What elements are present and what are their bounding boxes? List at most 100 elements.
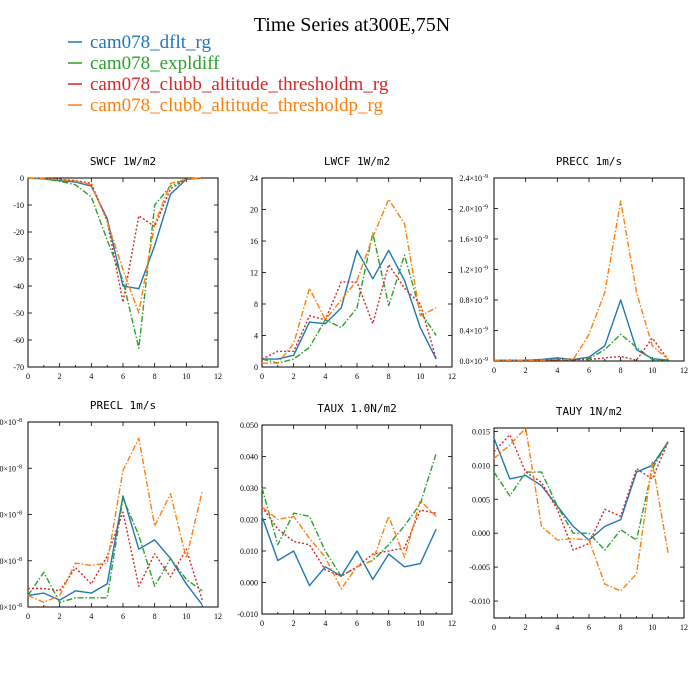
x-tick-label: 8 xyxy=(387,372,391,381)
y-tick-label: 4 xyxy=(254,332,258,341)
series-line-cam078_clubb_altitude_thresholdm_rg xyxy=(28,511,203,601)
series-line-cam078_expldiff xyxy=(261,453,437,577)
x-tick-label: 2 xyxy=(58,612,62,621)
chart-panel: PRECC 1m/s0 2 4 6 8 10 120.0×10 -90.4×10 -90.8×1… xyxy=(459,155,688,375)
y-tick-label: 8 xyxy=(254,300,258,309)
y-tick-label: 0.000 xyxy=(472,529,490,538)
x-tick-label: 12 xyxy=(448,619,456,628)
y-tick-label: 0 xyxy=(20,174,24,183)
x-tick-label: 12 xyxy=(214,612,222,621)
y-tick-label: 0.0×10 xyxy=(459,357,482,366)
y-tick-label: 1.2×10 xyxy=(459,266,482,275)
x-tick-label: 4 xyxy=(555,366,559,375)
legend-entry: cam078_dflt_rg xyxy=(90,32,212,53)
series-line-cam078_dflt_rg xyxy=(493,437,669,541)
x-tick-label: 8 xyxy=(619,366,623,375)
panel-title: TAUX 1.0N/m2 xyxy=(317,402,396,415)
series-line-cam078_clubb_altitude_thresholdm_rg xyxy=(493,434,669,551)
y-tick-exponent: -8 xyxy=(17,511,22,517)
panel-title: PRECL 1m/s xyxy=(90,399,156,412)
series-line-cam078_clubb_altitude_thresholdp_rg xyxy=(494,200,669,361)
panel-title: SWCF 1W/m2 xyxy=(90,155,156,168)
panel-title: LWCF 1W/m2 xyxy=(324,155,390,168)
x-tick-label: 8 xyxy=(387,619,391,628)
y-tick-label: 0.4×10 xyxy=(459,327,482,336)
series-line-cam078_clubb_altitude_thresholdp_rg xyxy=(261,499,437,590)
y-tick-label: -0.005 xyxy=(469,563,490,572)
x-tick-label: 0 xyxy=(260,619,264,628)
x-tick-label: 8 xyxy=(619,623,623,632)
chart-panel: SWCF 1W/m2 0 2 4 6 8 10 12 0 -10 -20 -30 -40 -50 -60 -7… xyxy=(13,155,222,381)
plot-frame xyxy=(27,421,219,608)
x-tick-label: 12 xyxy=(680,623,688,632)
y-tick-label: 16 xyxy=(250,237,258,246)
y-tick-label: 0.000 xyxy=(240,579,258,588)
y-tick-label: 0.030 xyxy=(240,484,258,493)
x-tick-label: 0 xyxy=(260,372,264,381)
series-line-cam078_expldiff xyxy=(493,441,669,551)
y-tick-label: -60 xyxy=(13,336,24,345)
x-tick-label: 0 xyxy=(26,372,30,381)
series-line-cam078_clubb_altitude_thresholdp_rg xyxy=(262,198,437,364)
panel-title: PRECC 1m/s xyxy=(556,155,622,168)
x-tick-label: 0 xyxy=(492,366,496,375)
x-tick-label: 10 xyxy=(182,372,190,381)
figure-title: Time Series at300E,75N xyxy=(254,14,450,36)
y-tick-label: 0.8×10 xyxy=(459,296,482,305)
series-line-cam078_dflt_rg xyxy=(27,177,203,290)
series-line-cam078_expldiff xyxy=(27,177,203,349)
series-line-cam078_clubb_altitude_thresholdp_rg xyxy=(27,177,203,314)
y-tick-label: 2.0×10 xyxy=(459,205,482,214)
y-tick-label: 20 xyxy=(250,206,258,215)
x-tick-label: 6 xyxy=(355,619,359,628)
plot-frame xyxy=(27,177,219,368)
plot-frame xyxy=(493,427,685,619)
y-tick-label: -20 xyxy=(13,228,24,237)
x-tick-label: 0 xyxy=(26,612,30,621)
y-tick-label: 1.6×10 xyxy=(459,235,482,244)
x-tick-label: 12 xyxy=(448,372,456,381)
y-tick-label: 0.040 xyxy=(240,453,258,462)
y-tick-exponent: -8 xyxy=(17,603,22,609)
series-line-cam078_dflt_rg xyxy=(261,516,437,587)
x-tick-label: 10 xyxy=(416,619,424,628)
y-tick-label: 0×10 xyxy=(0,603,16,612)
y-tick-label: 0.005 xyxy=(472,495,490,504)
chart-panel: TAUY 1N/m2 0 2 4 6 8 10 12 -0.010 -0.005 0.000 0.00… xyxy=(469,405,688,632)
series-line-cam078_dflt_rg xyxy=(262,249,437,360)
y-tick-exponent: -9 xyxy=(483,296,488,302)
series-line-cam078_dflt_rg xyxy=(27,495,203,606)
y-tick-exponent: -8 xyxy=(17,557,22,563)
y-tick-label: -50 xyxy=(13,309,24,318)
x-tick-label: 2 xyxy=(58,372,62,381)
legend-entry: cam078_clubb_altitude_thresholdp_rg xyxy=(90,95,384,116)
x-tick-label: 6 xyxy=(587,366,591,375)
plot-frame xyxy=(261,177,453,368)
x-tick-label: 10 xyxy=(648,623,656,632)
x-tick-label: 2 xyxy=(292,619,296,628)
x-tick-label: 4 xyxy=(89,612,93,621)
y-tick-label: 0 xyxy=(254,363,258,372)
legend-entry: cam078_clubb_altitude_thresholdm_rg xyxy=(90,74,389,95)
series-line-cam078_clubb_altitude_thresholdm_rg xyxy=(261,506,437,577)
y-tick-exponent: -9 xyxy=(483,205,488,211)
x-tick-label: 6 xyxy=(355,372,359,381)
y-tick-label: 0×10 xyxy=(0,418,16,427)
y-tick-label: 0.010 xyxy=(472,461,490,470)
y-tick-label: -70 xyxy=(13,363,24,372)
x-tick-label: 6 xyxy=(121,372,125,381)
y-tick-label: -10 xyxy=(13,201,24,210)
x-tick-label: 6 xyxy=(587,623,591,632)
y-tick-label: 0×10 xyxy=(0,557,16,566)
x-tick-label: 12 xyxy=(680,366,688,375)
y-tick-label: -30 xyxy=(13,255,24,264)
x-tick-label: 4 xyxy=(323,372,327,381)
y-tick-label: 0.050 xyxy=(240,421,258,430)
y-tick-label: -0.010 xyxy=(237,610,258,619)
x-tick-label: 8 xyxy=(153,612,157,621)
panels: SWCF 1W/m20 2 4 6 8 10 120-10-20-30-40-50-60-7… xyxy=(0,155,688,632)
y-tick-label: 2.4×10 xyxy=(459,174,482,183)
x-tick-label: 12 xyxy=(214,372,222,381)
